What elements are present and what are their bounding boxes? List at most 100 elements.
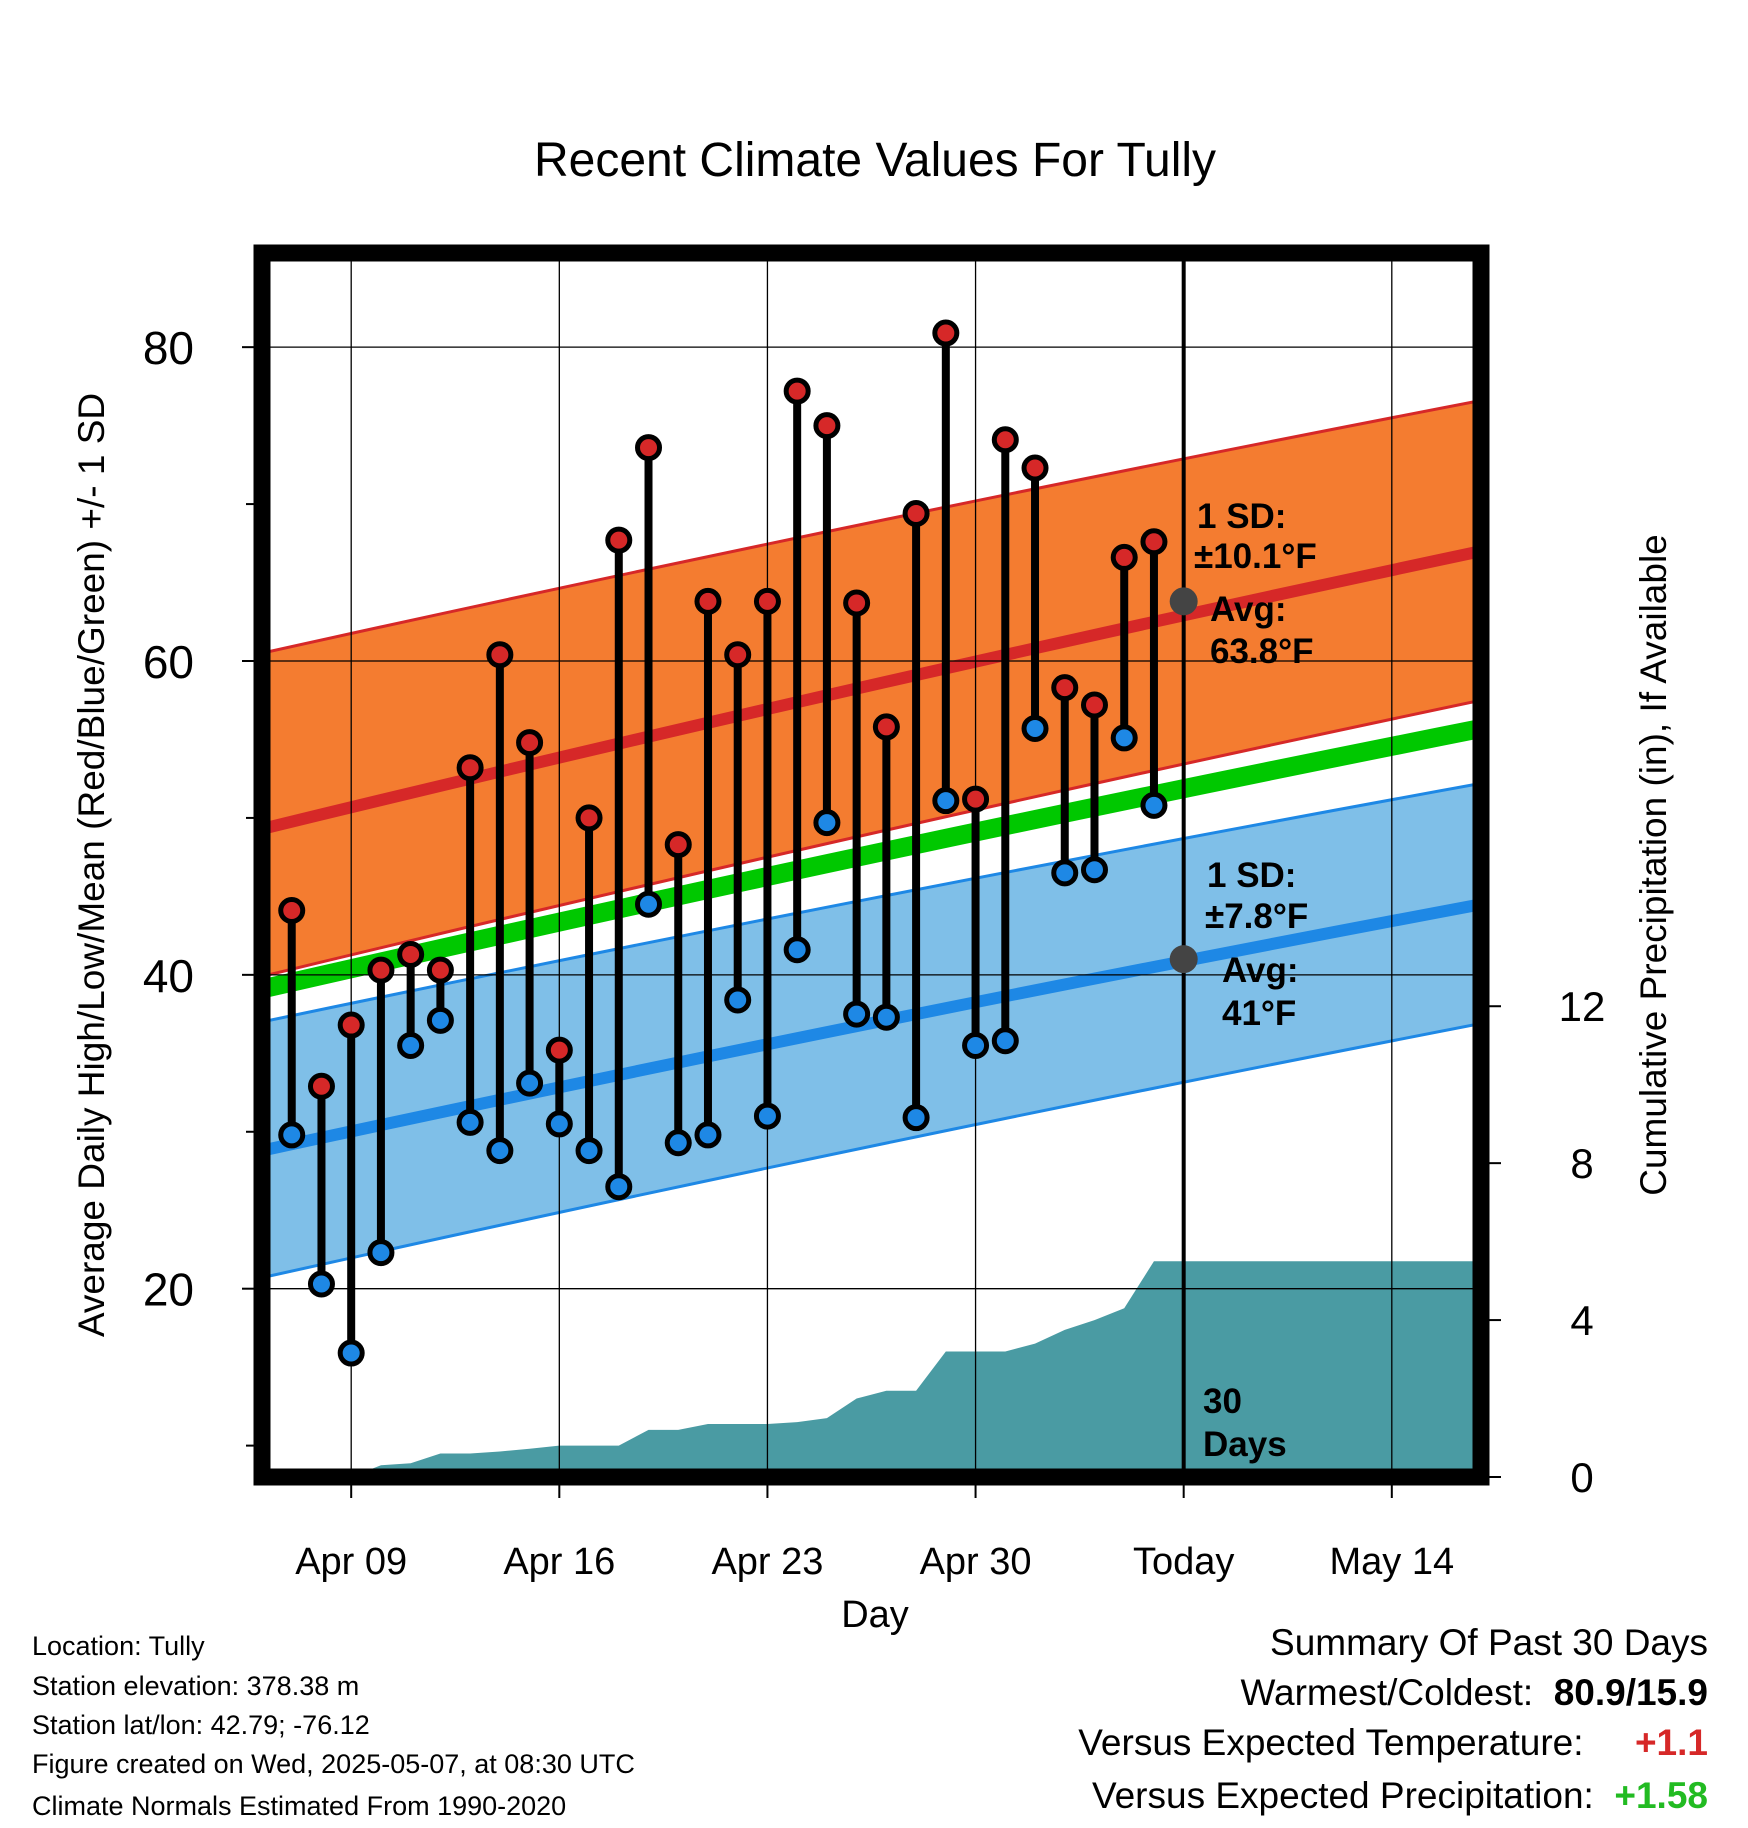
daily-high-point bbox=[426, 956, 454, 984]
summary-warmest-row: Warmest/Coldest: 80.9/15.9 bbox=[1240, 1672, 1708, 1714]
low-sd-label: 1 SD: bbox=[1207, 856, 1296, 895]
mean-normal-line bbox=[262, 719, 1481, 999]
x-axis-label: Day bbox=[841, 1594, 909, 1636]
daily-high-point bbox=[1021, 454, 1049, 482]
daily-high-point bbox=[902, 499, 930, 527]
daily-high-point bbox=[843, 589, 871, 617]
daily-low-point bbox=[962, 1031, 990, 1059]
summary-temp-label: Versus Expected Temperature: bbox=[1078, 1722, 1584, 1763]
daily-low-point bbox=[872, 1003, 900, 1031]
daily-high-point bbox=[813, 412, 841, 440]
daily-high-point bbox=[1051, 674, 1079, 702]
daily-high-point bbox=[486, 641, 514, 669]
y-tick-label: 20 bbox=[143, 1264, 194, 1316]
low-avg-value: 41°F bbox=[1222, 994, 1296, 1033]
daily-low-point bbox=[1140, 791, 1168, 819]
x-tick-label: Apr 23 bbox=[711, 1541, 823, 1583]
daily-low-point bbox=[605, 1173, 633, 1201]
daily-low-point bbox=[1080, 856, 1108, 884]
days-unit-label: Days bbox=[1203, 1425, 1287, 1464]
high-normal-line bbox=[262, 545, 1481, 835]
daily-high-point bbox=[694, 587, 722, 615]
high-sd-label: 1 SD: bbox=[1197, 497, 1286, 536]
daily-high-point bbox=[991, 426, 1019, 454]
x-tick-label: May 14 bbox=[1329, 1541, 1454, 1583]
daily-high-point bbox=[367, 956, 395, 984]
daily-low-point bbox=[724, 986, 752, 1014]
daily-high-point bbox=[724, 641, 752, 669]
daily-high-point bbox=[962, 785, 990, 813]
daily-high-point bbox=[605, 526, 633, 554]
low-lower-edge bbox=[262, 1022, 1481, 1280]
high-avg-label: Avg: bbox=[1210, 590, 1286, 629]
daily-low-point bbox=[1021, 714, 1049, 742]
daily-low-point bbox=[843, 1000, 871, 1028]
daily-high-point bbox=[278, 897, 306, 925]
daily-low-point bbox=[635, 890, 663, 918]
y2-tick-label: 4 bbox=[1570, 1297, 1593, 1344]
y2-tick-label: 12 bbox=[1559, 983, 1606, 1030]
daily-low-point bbox=[1110, 724, 1138, 752]
today-low-average-dot bbox=[1169, 945, 1198, 974]
plot-frame bbox=[253, 244, 1490, 1486]
daily-high-point bbox=[307, 1072, 335, 1100]
daily-low-point bbox=[664, 1129, 692, 1157]
footer-created: Figure created on Wed, 2025-05-07, at 08… bbox=[32, 1749, 635, 1779]
daily-high-point bbox=[664, 831, 692, 859]
daily-high-point bbox=[575, 804, 603, 832]
daily-low-point bbox=[367, 1239, 395, 1267]
daily-low-point bbox=[337, 1339, 365, 1367]
daily-low-point bbox=[813, 809, 841, 837]
low-sd-value: ±7.8°F bbox=[1205, 897, 1308, 936]
summary-warmest-value: 80.9/15.9 bbox=[1553, 1672, 1708, 1713]
daily-high-point bbox=[1110, 543, 1138, 571]
summary-title: Summary Of Past 30 Days bbox=[1270, 1622, 1708, 1663]
y-tick-label: 60 bbox=[143, 636, 194, 688]
daily-low-point bbox=[397, 1031, 425, 1059]
summary-temp-row: Versus Expected Temperature: +1.1 bbox=[1078, 1722, 1708, 1764]
daily-low-point bbox=[516, 1069, 544, 1097]
x-tick-label: Today bbox=[1133, 1541, 1234, 1583]
x-tick-label: Apr 16 bbox=[503, 1541, 615, 1583]
y-tick-label: 80 bbox=[143, 322, 194, 374]
daily-high-point bbox=[872, 713, 900, 741]
daily-low-point bbox=[783, 936, 811, 964]
today-high-average-dot bbox=[1169, 587, 1198, 616]
x-tick-label: Apr 09 bbox=[295, 1541, 407, 1583]
daily-low-point bbox=[1051, 859, 1079, 887]
summary-precip-row: Versus Expected Precipitation: +1.58 bbox=[1092, 1775, 1708, 1817]
daily-high-point bbox=[783, 377, 811, 405]
daily-low-point bbox=[991, 1027, 1019, 1055]
x-tick-label: Apr 30 bbox=[920, 1541, 1032, 1583]
low-avg-label: Avg: bbox=[1222, 951, 1298, 990]
precipitation-area bbox=[262, 1261, 1481, 1477]
summary-warmest-label: Warmest/Coldest: bbox=[1240, 1672, 1534, 1713]
daily-low-point bbox=[753, 1102, 781, 1130]
low-sd-band bbox=[262, 783, 1481, 1278]
y2-tick-label: 0 bbox=[1570, 1454, 1593, 1501]
daily-low-point bbox=[456, 1108, 484, 1136]
high-lower-edge bbox=[262, 698, 1481, 978]
summary-precip-value: +1.58 bbox=[1614, 1775, 1708, 1816]
low-normal-line bbox=[262, 898, 1481, 1157]
daily-high-point bbox=[397, 940, 425, 968]
daily-high-point bbox=[753, 587, 781, 615]
footer-location: Location: Tully bbox=[32, 1631, 205, 1661]
daily-high-point bbox=[1080, 691, 1108, 719]
daily-low-point bbox=[486, 1137, 514, 1165]
daily-high-point bbox=[516, 729, 544, 757]
daily-high-point bbox=[635, 434, 663, 462]
daily-low-point bbox=[278, 1121, 306, 1149]
daily-low-point bbox=[575, 1137, 603, 1165]
daily-low-point bbox=[545, 1110, 573, 1138]
daily-low-point bbox=[307, 1270, 335, 1298]
footer-elevation: Station elevation: 378.38 m bbox=[32, 1671, 360, 1701]
daily-high-point bbox=[456, 754, 484, 782]
y-axis-label: Average Daily High/Low/Mean (Red/Blue/Gr… bbox=[71, 393, 112, 1337]
y2-axis-label: Cumulative Precipitation (in), If Availa… bbox=[1633, 534, 1674, 1196]
chart-title: Recent Climate Values For Tully bbox=[534, 134, 1216, 187]
daily-high-point bbox=[932, 319, 960, 347]
high-avg-value: 63.8°F bbox=[1210, 632, 1314, 671]
summary-precip-label: Versus Expected Precipitation: bbox=[1091, 1775, 1594, 1816]
y-tick-label: 40 bbox=[143, 950, 194, 1002]
